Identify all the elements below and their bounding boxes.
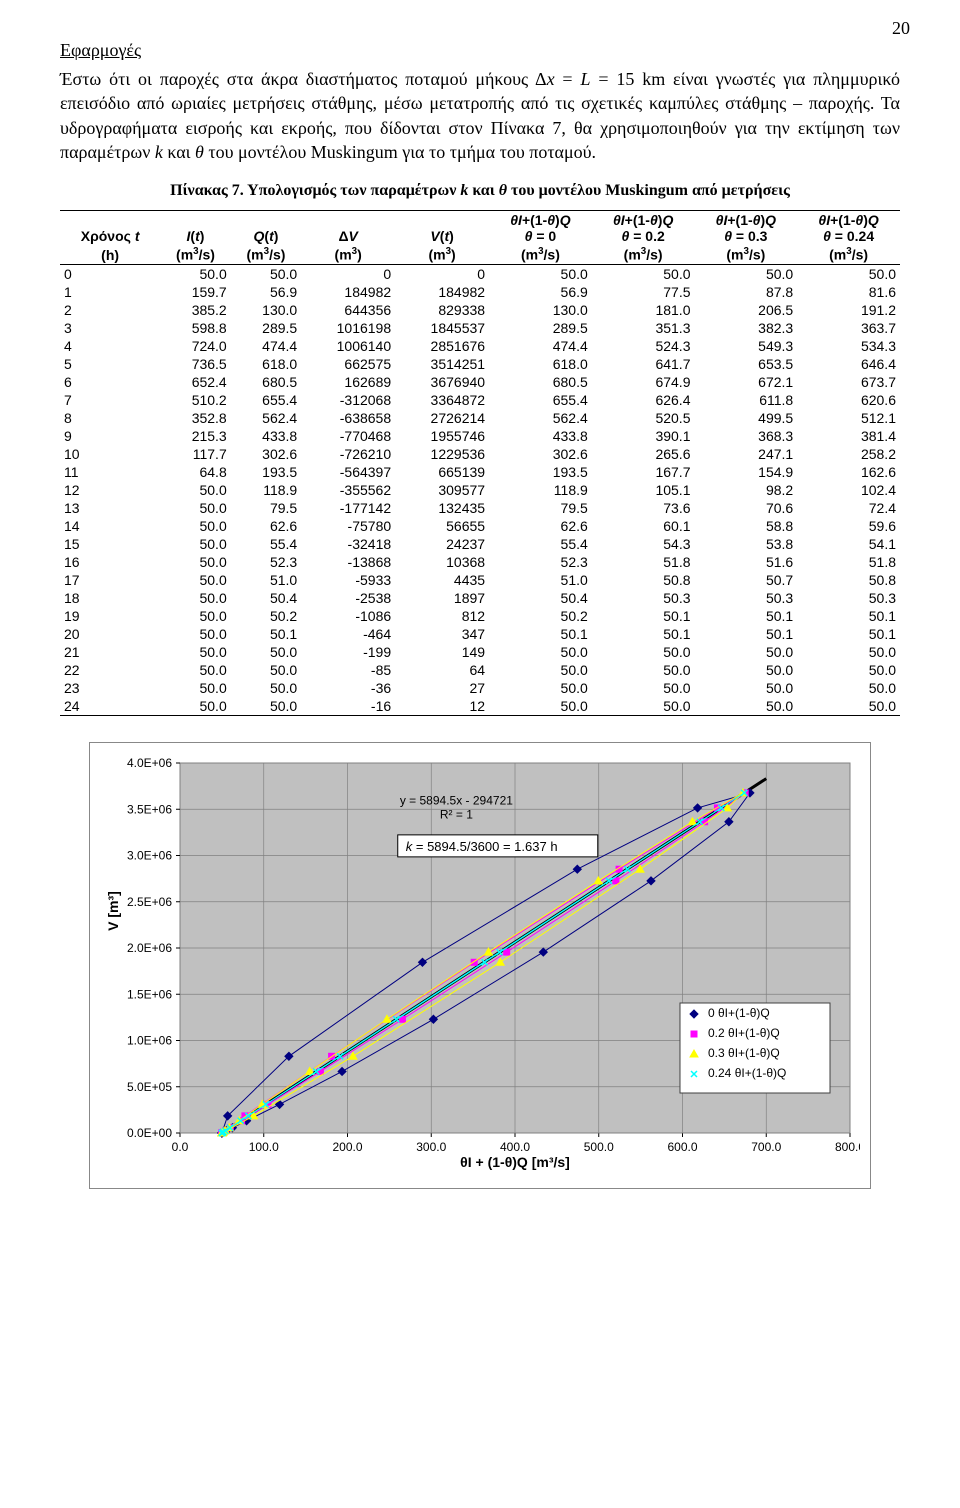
svg-text:300.0: 300.0 — [416, 1140, 446, 1154]
page-number: 20 — [892, 18, 910, 39]
svg-text:800.0: 800.0 — [835, 1140, 860, 1154]
svg-text:400.0: 400.0 — [500, 1140, 530, 1154]
document-page: 20 Εφαρμογές Έστω ότι οι παροχές στα άκρ… — [0, 0, 960, 1209]
svg-text:500.0: 500.0 — [584, 1140, 614, 1154]
chart-container: 0.0 100.0 200.0 300.0 400.0 500.0 600.0 700.0 80… — [60, 742, 900, 1189]
svg-text:0 θI+(1-θ)Q: 0 θI+(1-θ)Q — [708, 1006, 770, 1020]
svg-text:y = 5894.5x - 294721: y = 5894.5x - 294721 — [400, 793, 513, 807]
svg-text:2.5E+06: 2.5E+06 — [127, 895, 172, 909]
svg-text:k = 5894.5/3600 = 1.637 h: k = 5894.5/3600 = 1.637 h — [406, 839, 558, 854]
svg-text:0.24 θI+(1-θ)Q: 0.24 θI+(1-θ)Q — [708, 1066, 786, 1080]
svg-text:600.0: 600.0 — [667, 1140, 697, 1154]
body-paragraph: Έστω ότι οι παροχές στα άκρα διαστήματος… — [60, 67, 900, 164]
scatter-chart: 0.0 100.0 200.0 300.0 400.0 500.0 600.0 700.0 80… — [100, 753, 860, 1173]
svg-text:3.5E+06: 3.5E+06 — [127, 802, 172, 816]
svg-text:200.0: 200.0 — [332, 1140, 362, 1154]
svg-text:0.3 θI+(1-θ)Q: 0.3 θI+(1-θ)Q — [708, 1046, 780, 1060]
svg-text:R² = 1: R² = 1 — [440, 807, 473, 821]
svg-text:1.0E+06: 1.0E+06 — [127, 1033, 172, 1047]
svg-text:5.0E+05: 5.0E+05 — [127, 1080, 172, 1094]
section-heading: Εφαρμογές — [60, 40, 900, 61]
svg-text:3.0E+06: 3.0E+06 — [127, 848, 172, 862]
svg-text:0.2 θI+(1-θ)Q: 0.2 θI+(1-θ)Q — [708, 1026, 780, 1040]
svg-text:100.0: 100.0 — [249, 1140, 279, 1154]
table-caption: Πίνακας 7. Υπολογισμός των παραμέτρων k … — [60, 182, 900, 200]
svg-text:V [m³]: V [m³] — [105, 891, 121, 931]
svg-text:0.0: 0.0 — [172, 1140, 189, 1154]
svg-text:1.5E+06: 1.5E+06 — [127, 987, 172, 1001]
svg-text:700.0: 700.0 — [751, 1140, 781, 1154]
svg-text:θI + (1-θ)Q [m³/s]: θI + (1-θ)Q [m³/s] — [460, 1154, 570, 1170]
svg-text:2.0E+06: 2.0E+06 — [127, 941, 172, 955]
chart-border: 0.0 100.0 200.0 300.0 400.0 500.0 600.0 700.0 80… — [89, 742, 871, 1189]
svg-text:4.0E+06: 4.0E+06 — [127, 756, 172, 770]
data-table: Χρόνος tI(t)Q(t)ΔVV(t)θI+(1-θ)Qθ = 0θI+(… — [60, 210, 900, 716]
svg-text:0.0E+00: 0.0E+00 — [127, 1126, 172, 1140]
